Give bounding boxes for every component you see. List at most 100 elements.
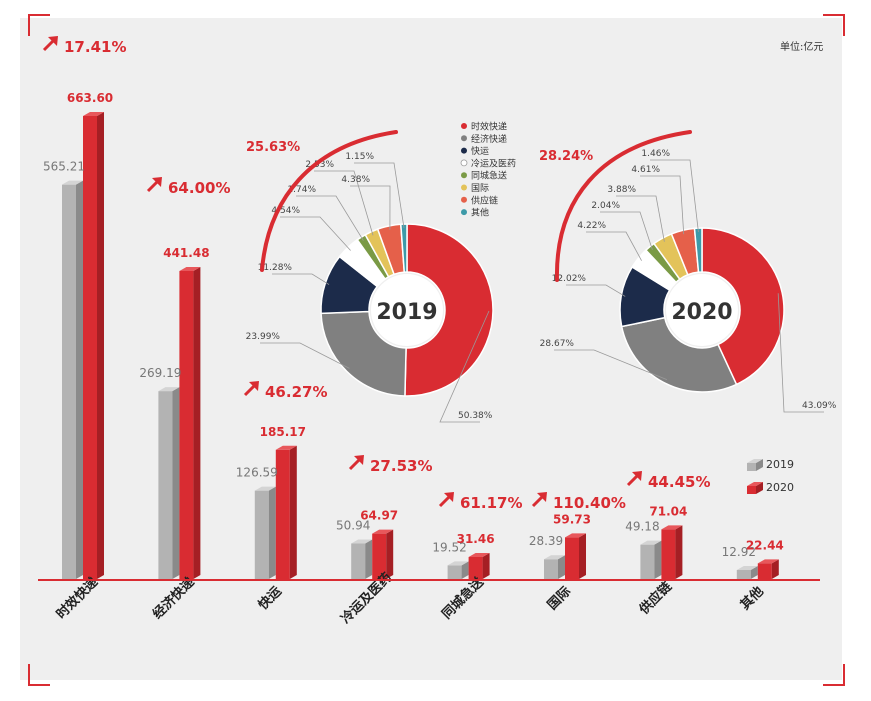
bar-2020-5-top <box>565 533 586 538</box>
leader-line <box>350 185 391 230</box>
leader-line <box>260 342 350 369</box>
bar-2019-7 <box>736 565 758 579</box>
value-label-2020: 185.17 <box>260 425 306 439</box>
bar-2019-3-side <box>365 539 373 579</box>
bar-2020-4-front <box>468 557 483 579</box>
bar-2019-1-side <box>172 387 180 579</box>
bar-2020-2 <box>275 445 297 579</box>
leader-line <box>314 170 374 236</box>
growth-label: 44.45% <box>648 473 710 491</box>
slice-label: 4.61% <box>631 165 660 175</box>
bar-2020-5 <box>565 533 586 579</box>
bar-2019-7-front <box>736 569 751 579</box>
bar-2020-4 <box>468 553 490 579</box>
bar-2019-5-side <box>558 555 565 579</box>
pie-legend-label: 冷运及医药 <box>471 157 516 169</box>
legend-label-2020: 2020 <box>766 481 794 494</box>
leader-line <box>586 231 642 261</box>
legend-swatch-2019-top <box>747 459 763 463</box>
bar-2019-2-side <box>268 486 276 579</box>
legend-swatch-2020-top <box>747 482 763 486</box>
unit-label: 单位:亿元 <box>780 42 824 53</box>
bar-2020-0-top <box>83 112 104 116</box>
bar-2019-4-front <box>447 565 462 579</box>
corner-bottom-right <box>823 664 845 686</box>
donut-hole <box>371 274 443 346</box>
growth-arrow-icon <box>531 492 547 508</box>
donut-center-label: 2019 <box>376 300 437 325</box>
corner-top-left <box>28 14 50 36</box>
leader-line <box>616 195 665 242</box>
category-label: 时效快递 <box>53 574 101 622</box>
callout-arc <box>260 130 398 272</box>
bar-2019-6 <box>640 540 662 579</box>
slice-label: 1.46% <box>641 149 670 159</box>
growth-arrow-icon-head <box>632 471 642 481</box>
bar-2019-7-side <box>750 565 758 579</box>
slice-label: 3.88% <box>607 185 636 195</box>
bar-2020-3-top <box>372 529 394 534</box>
slice-label: 4.38% <box>341 175 370 185</box>
category-label: 其他 <box>737 583 767 613</box>
pie-legend-label: 国际 <box>471 183 489 194</box>
growth-arrow-icon <box>348 455 364 471</box>
slice-label: 1.15% <box>345 152 374 162</box>
donut-slice-时效快递 <box>701 227 785 386</box>
value-label-2020: 64.97 <box>360 509 398 523</box>
bar-2019-1-top <box>158 387 180 392</box>
donut-hole <box>666 274 738 346</box>
legend-swatch-2019 <box>747 459 763 471</box>
leader-line <box>272 273 330 285</box>
bar-2020-1-side <box>193 266 201 579</box>
bar-2019-2-front <box>254 490 269 579</box>
growth-label: 61.17% <box>460 494 522 512</box>
category-label: 快运 <box>255 583 285 613</box>
bar-2019-2 <box>254 486 276 579</box>
pie-legend-dot <box>461 184 467 191</box>
bar-2019-6-top <box>640 540 662 545</box>
bar-2019-0-side <box>76 180 83 579</box>
bar-2020-6-front <box>661 529 676 579</box>
growth-arrow-icon-head <box>249 381 259 391</box>
leader-line <box>439 310 490 423</box>
pie-legend-dot <box>461 147 467 154</box>
bar-2020-1 <box>179 266 201 579</box>
pie-legend-dot <box>461 123 467 129</box>
value-label-2020: 71.04 <box>649 504 687 518</box>
bar-2020-4-side <box>482 553 490 579</box>
callout-label: 25.63% <box>246 140 300 155</box>
bar-2019-6-side <box>654 540 662 579</box>
growth-label: 27.53% <box>370 457 432 475</box>
slice-label: 50.38% <box>458 411 493 421</box>
bar-2020-2-side <box>289 445 297 579</box>
leader-line <box>280 216 351 251</box>
bar-2019-0-front <box>62 184 76 579</box>
bar-2020-7 <box>757 559 779 579</box>
bar-2019-7-top <box>736 565 758 570</box>
growth-label: 17.41% <box>64 38 126 56</box>
bar-2019-2-top <box>254 486 276 491</box>
bar-2019-5-front <box>544 559 558 579</box>
pie-legend-label: 时效快递 <box>471 121 507 133</box>
bar-2020-6 <box>661 525 683 579</box>
pie-legend-label: 同城急送 <box>471 170 507 182</box>
growth-arrow-icon-head <box>354 455 364 465</box>
value-label-2020: 441.48 <box>163 246 209 260</box>
leader-line <box>650 159 699 233</box>
slice-label: 12.02% <box>552 274 587 284</box>
leader-line <box>640 175 685 235</box>
category-label: 国际 <box>545 584 574 613</box>
bar-2020-7-top <box>757 559 779 564</box>
bar-2020-7-front <box>757 563 772 579</box>
leader-line <box>354 162 405 229</box>
slice-label: 23.99% <box>246 332 281 342</box>
bar-2020-6-side <box>675 525 683 579</box>
callout-arc <box>554 130 692 282</box>
slice-label: 4.54% <box>271 206 300 216</box>
slice-label: 2.04% <box>591 201 620 211</box>
growth-arrow-icon <box>243 381 259 397</box>
value-label-2019: 19.52 <box>432 540 466 554</box>
bar-2020-3-side <box>386 529 394 579</box>
leader-line <box>600 211 653 250</box>
